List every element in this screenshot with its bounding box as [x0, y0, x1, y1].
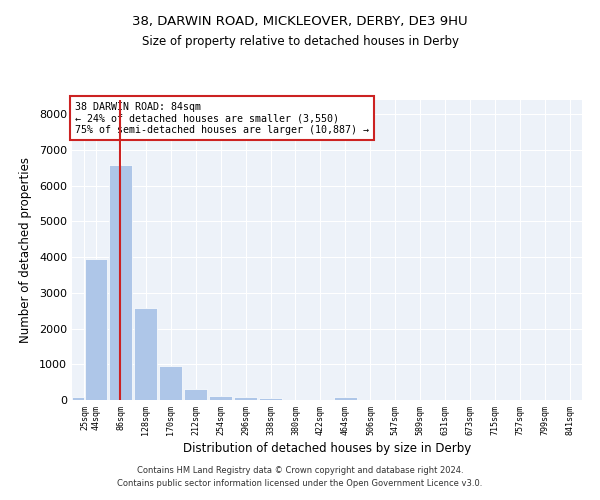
Text: 38, DARWIN ROAD, MICKLEOVER, DERBY, DE3 9HU: 38, DARWIN ROAD, MICKLEOVER, DERBY, DE3 …: [132, 15, 468, 28]
Bar: [334, 398, 357, 400]
Text: Contains HM Land Registry data © Crown copyright and database right 2024.
Contai: Contains HM Land Registry data © Crown c…: [118, 466, 482, 487]
Bar: [209, 396, 232, 400]
Bar: [159, 366, 182, 400]
Text: Size of property relative to detached houses in Derby: Size of property relative to detached ho…: [142, 35, 458, 48]
Bar: [73, 398, 84, 400]
Bar: [184, 388, 207, 400]
Bar: [109, 165, 132, 400]
Text: 38 DARWIN ROAD: 84sqm
← 24% of detached houses are smaller (3,550)
75% of semi-d: 38 DARWIN ROAD: 84sqm ← 24% of detached …: [74, 102, 368, 134]
X-axis label: Distribution of detached houses by size in Derby: Distribution of detached houses by size …: [183, 442, 471, 455]
Bar: [134, 308, 157, 400]
Bar: [234, 396, 257, 400]
Bar: [259, 398, 282, 400]
Y-axis label: Number of detached properties: Number of detached properties: [19, 157, 32, 343]
Bar: [85, 259, 107, 400]
